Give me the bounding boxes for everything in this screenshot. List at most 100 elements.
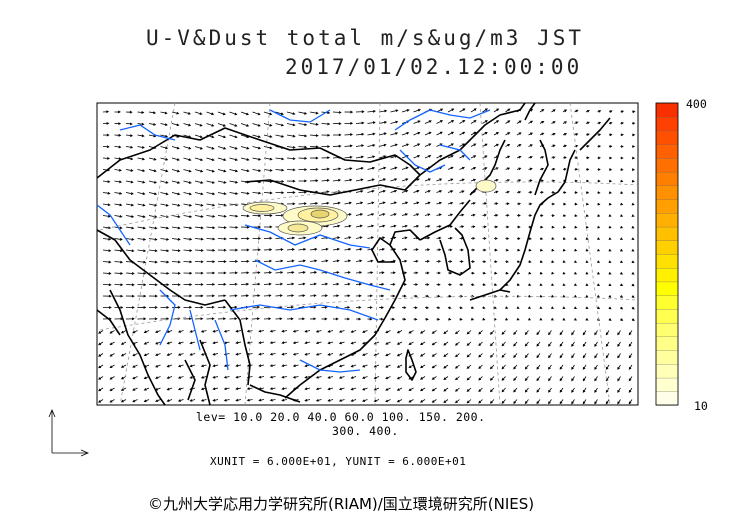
wind-arrow — [447, 225, 453, 228]
wind-arrow — [229, 192, 239, 195]
wind-arrow — [539, 271, 543, 275]
wind-arrow — [571, 353, 575, 359]
wind-arrow — [263, 134, 273, 138]
wind-arrow — [223, 375, 230, 379]
wind-arrow — [344, 178, 353, 182]
wind-arrow — [315, 387, 322, 391]
wind-arrow — [470, 167, 477, 170]
wind-arrow — [608, 110, 613, 113]
wind-arrow — [344, 282, 351, 286]
wind-arrow — [355, 132, 365, 136]
wind-arrow — [385, 364, 391, 368]
wind-arrow — [620, 156, 624, 160]
wind-arrow — [401, 178, 409, 182]
wind-arrow — [355, 121, 365, 125]
wind-arrow — [367, 306, 373, 309]
wind-arrow — [114, 249, 123, 253]
wind-arrow — [338, 399, 345, 402]
wind-arrow — [321, 122, 331, 126]
wind-arrow — [246, 329, 253, 333]
wind-arrow — [631, 179, 635, 183]
wind-arrow — [620, 168, 624, 171]
wind-arrow — [548, 330, 552, 336]
wind-arrow — [443, 399, 449, 403]
wind-arrow — [385, 399, 391, 403]
wind-arrow — [585, 156, 590, 160]
wind-arrow — [98, 353, 104, 357]
wind-arrow — [298, 271, 306, 274]
wind-arrow — [148, 238, 158, 241]
wind-arrow — [447, 178, 454, 182]
wind-arrow — [160, 180, 169, 184]
wind-arrow — [378, 224, 386, 228]
wind-arrow — [194, 203, 204, 207]
wind-arrow — [424, 248, 431, 252]
wind-arrow — [466, 376, 472, 381]
wind-arrow — [252, 111, 261, 116]
wind-arrow — [177, 353, 184, 356]
wind-arrow — [102, 110, 110, 114]
colorbar-step — [655, 391, 679, 406]
wind-arrow — [315, 329, 322, 333]
wind-arrow — [286, 317, 294, 321]
wind-arrow — [235, 352, 242, 356]
wind-arrow — [620, 191, 624, 194]
wind-arrow — [617, 364, 621, 370]
wind-arrow — [459, 260, 464, 263]
wind-arrow — [281, 364, 288, 368]
wind-arrow — [263, 271, 272, 274]
wind-arrow — [269, 398, 276, 402]
wind-arrow — [229, 294, 238, 298]
wind-arrow — [137, 169, 146, 172]
wind-arrow — [413, 189, 420, 193]
wind-arrow — [155, 399, 161, 403]
map-title: U-V&Dust total m/s&ug/m3 JST — [146, 26, 585, 50]
wind-arrow — [493, 108, 500, 113]
wind-arrow — [608, 121, 613, 125]
wind-arrow — [206, 305, 215, 309]
wind-arrow — [505, 120, 511, 124]
wind-arrow — [263, 259, 273, 263]
wind-arrow — [171, 226, 181, 230]
wind-arrow — [470, 143, 477, 147]
wind-arrow — [206, 134, 215, 139]
wind-arrow — [597, 225, 601, 229]
wind-arrow — [424, 224, 431, 228]
wind-arrow — [470, 131, 477, 136]
wind-arrow — [571, 387, 575, 393]
wind-arrow — [528, 144, 533, 147]
wind-arrow — [378, 317, 384, 321]
wind-arrow — [608, 202, 612, 206]
wind-arrow — [171, 249, 181, 253]
wind-arrow — [125, 122, 133, 126]
wind-arrow — [362, 376, 368, 379]
wind-arrow — [252, 191, 262, 195]
wind-arrow — [217, 248, 227, 252]
wind-arrow — [148, 283, 158, 287]
wind-arrow — [160, 169, 169, 173]
wind-arrow — [539, 225, 544, 229]
wind-arrow — [454, 330, 460, 335]
wind-arrow — [436, 131, 443, 136]
wind-arrow — [252, 157, 262, 161]
wind-arrow — [229, 157, 238, 161]
wind-arrow — [631, 191, 635, 194]
wind-arrow — [309, 271, 318, 274]
wind-arrow — [240, 111, 250, 116]
wind-arrow — [489, 376, 495, 381]
wind-arrow — [551, 294, 555, 298]
wind-arrow — [378, 306, 384, 309]
wind-arrow — [390, 224, 397, 228]
wind-arrow — [286, 179, 296, 183]
wind-arrow — [466, 399, 472, 404]
wind-arrow — [125, 110, 133, 114]
wind-arrow — [390, 201, 397, 205]
wind-arrow — [235, 364, 242, 368]
wind-arrow — [620, 110, 625, 113]
wind-arrow — [528, 306, 532, 309]
wind-arrow — [263, 294, 272, 298]
wind-arrow — [269, 364, 276, 368]
wind-arrow — [240, 225, 250, 229]
wind-arrow — [424, 306, 430, 310]
wind-arrow — [281, 352, 288, 356]
